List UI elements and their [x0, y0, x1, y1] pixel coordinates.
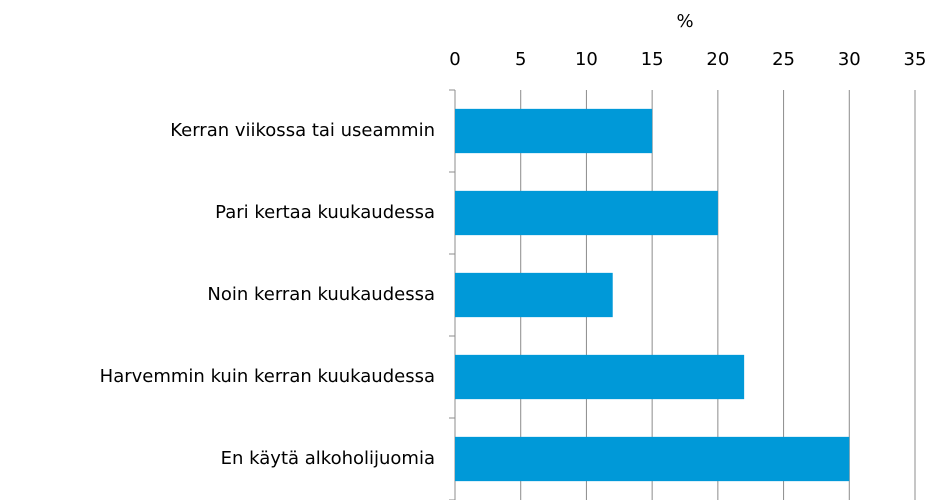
x-tick-label: 0 — [449, 49, 460, 70]
y-tick-label: En käytä alkoholijuomia — [221, 448, 435, 469]
y-tick-label: Noin kerran kuukaudessa — [207, 284, 435, 305]
x-tick-label: 10 — [575, 49, 598, 70]
y-tick-label: Pari kertaa kuukaudessa — [215, 202, 435, 223]
x-tick-label: 35 — [904, 49, 927, 70]
x-tick-label: 15 — [641, 49, 664, 70]
x-tick-label: 20 — [706, 49, 729, 70]
bar — [455, 354, 745, 400]
bar — [455, 190, 718, 236]
x-tick-label: 30 — [838, 49, 861, 70]
x-tick-label: 25 — [772, 49, 795, 70]
x-tick-label: 5 — [515, 49, 526, 70]
bar — [455, 436, 850, 482]
bar — [455, 272, 613, 318]
x-axis-label: % — [676, 11, 693, 32]
y-tick-label: Kerran viikossa tai useammin — [170, 120, 435, 141]
y-tick-label: Harvemmin kuin kerran kuukaudessa — [100, 366, 435, 387]
bar — [455, 108, 653, 154]
